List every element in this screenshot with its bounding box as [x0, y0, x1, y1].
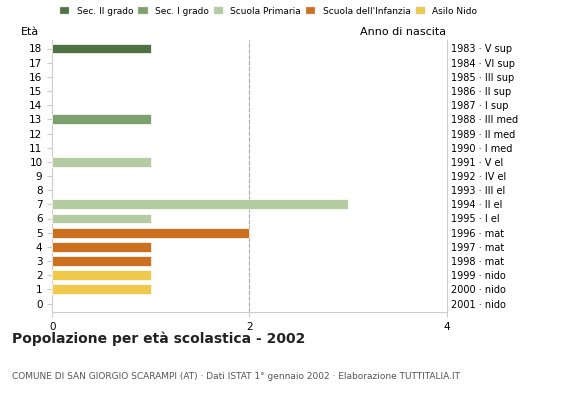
- Bar: [52, 157, 151, 167]
- Bar: [52, 199, 348, 209]
- Bar: [52, 214, 151, 224]
- Text: Età: Età: [21, 27, 39, 37]
- Bar: [52, 256, 151, 266]
- Bar: [52, 242, 151, 252]
- Text: Popolazione per età scolastica - 2002: Popolazione per età scolastica - 2002: [12, 332, 305, 346]
- Bar: [52, 228, 249, 238]
- Bar: [52, 114, 151, 124]
- Text: Anno di nascita: Anno di nascita: [361, 27, 447, 37]
- Legend: Sec. II grado, Sec. I grado, Scuola Primaria, Scuola dell'Infanzia, Asilo Nido: Sec. II grado, Sec. I grado, Scuola Prim…: [57, 3, 481, 19]
- Bar: [52, 284, 151, 294]
- Bar: [52, 270, 151, 280]
- Text: COMUNE DI SAN GIORGIO SCARAMPI (AT) · Dati ISTAT 1° gennaio 2002 · Elaborazione : COMUNE DI SAN GIORGIO SCARAMPI (AT) · Da…: [12, 372, 459, 381]
- Bar: [52, 44, 151, 54]
